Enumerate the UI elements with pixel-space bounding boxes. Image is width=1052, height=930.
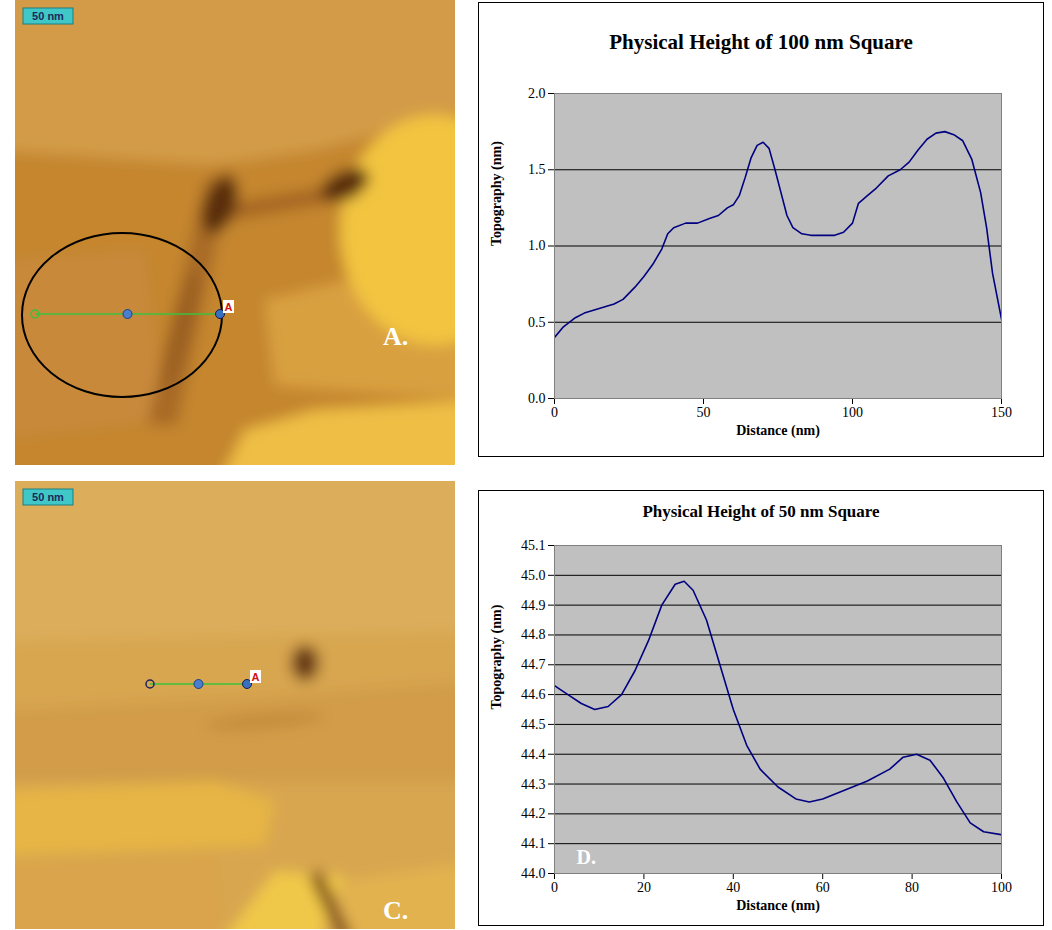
- svg-text:44.5: 44.5: [521, 717, 546, 732]
- svg-text:0.5: 0.5: [528, 315, 546, 330]
- svg-text:44.0: 44.0: [521, 866, 546, 881]
- svg-text:1.5: 1.5: [528, 162, 546, 177]
- svg-text:A: A: [225, 301, 233, 313]
- svg-text:44.3: 44.3: [521, 777, 546, 792]
- svg-text:Topography (nm): Topography (nm): [489, 141, 505, 246]
- svg-text:44.1: 44.1: [521, 836, 546, 851]
- svg-text:0: 0: [551, 405, 558, 420]
- svg-text:45.1: 45.1: [521, 538, 546, 553]
- svg-text:Topography (nm): Topography (nm): [489, 604, 505, 709]
- html-text:Physical Height of 100 nm Squa: Physical Height of 100 nm Square: [609, 30, 913, 54]
- svg-text:40: 40: [726, 880, 740, 895]
- svg-text:60: 60: [816, 880, 830, 895]
- svg-text:1.0: 1.0: [528, 238, 546, 253]
- svg-text:A.: A.: [383, 322, 408, 351]
- svg-text:100: 100: [842, 405, 863, 420]
- svg-text:80: 80: [905, 880, 919, 895]
- svg-text:2.0: 2.0: [528, 86, 546, 101]
- svg-text:44.9: 44.9: [521, 598, 546, 613]
- svg-text:20: 20: [637, 880, 651, 895]
- svg-text:D.: D.: [577, 846, 596, 868]
- svg-text:44.2: 44.2: [521, 806, 546, 821]
- svg-text:A: A: [252, 671, 260, 683]
- svg-text:44.8: 44.8: [521, 627, 546, 642]
- svg-text:C.: C.: [383, 896, 408, 925]
- svg-text:0.0: 0.0: [528, 391, 546, 406]
- svg-text:45.0: 45.0: [521, 568, 546, 583]
- svg-text:50 nm: 50 nm: [32, 10, 64, 22]
- svg-text:50 nm: 50 nm: [32, 491, 64, 503]
- svg-text:50: 50: [697, 405, 711, 420]
- svg-text:44.6: 44.6: [521, 687, 546, 702]
- svg-text:0: 0: [551, 880, 558, 895]
- svg-text:150: 150: [991, 405, 1012, 420]
- svg-text:44.4: 44.4: [521, 747, 546, 762]
- svg-text:44.7: 44.7: [521, 657, 546, 672]
- html-text:Physical Height of 50 nm Squar: Physical Height of 50 nm Square: [642, 502, 880, 521]
- svg-text:Distance (nm): Distance (nm): [736, 423, 820, 439]
- svg-text:100: 100: [991, 880, 1012, 895]
- svg-text:Distance (nm): Distance (nm): [736, 898, 820, 914]
